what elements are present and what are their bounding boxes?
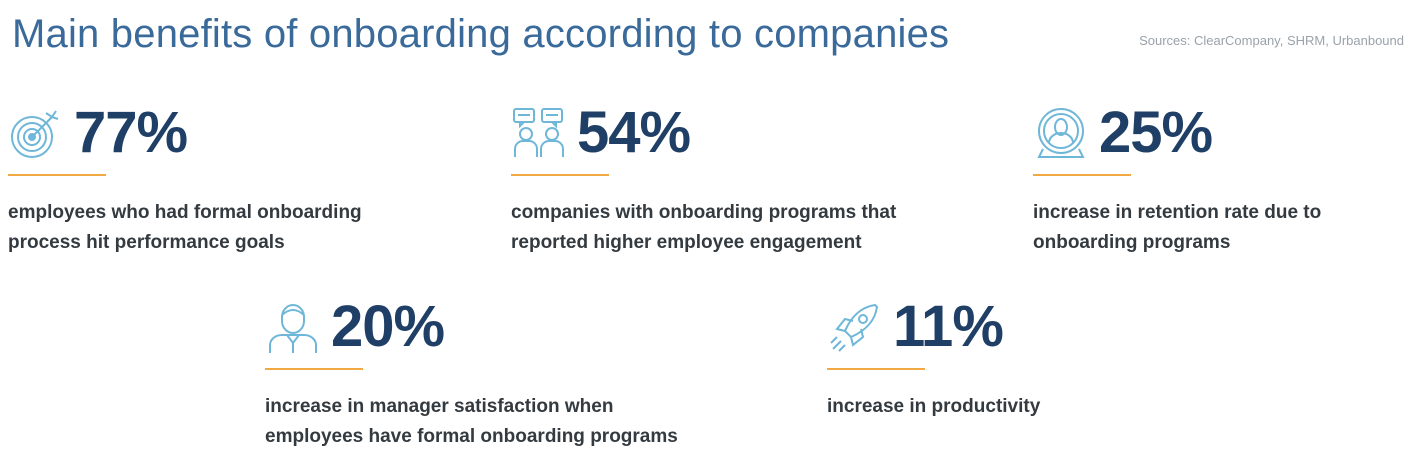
stat-description-line: increase in productivity [827,396,1041,417]
rocket-icon [827,299,883,355]
stat-value: 20% [331,294,445,359]
stat-description: employees who had formal onboarding proc… [8,198,448,258]
stat-header: 54% [511,100,951,166]
stat-card-manager-satisfaction: 20% increase in manager satisfaction whe… [265,294,705,452]
stat-description: increase in productivity [827,392,1267,422]
stat-description-line: employees have formal onboarding program… [265,426,678,447]
stat-description-line: process hit performance goals [8,232,285,253]
accent-rule [265,368,363,370]
stat-description: increase in manager satisfaction when em… [265,392,705,452]
stat-description-line: companies with onboarding programs that [511,202,897,223]
page-title: Main benefits of onboarding according to… [12,12,950,56]
stat-header: 11% [827,294,1267,360]
accent-rule [827,368,925,370]
accent-rule [8,174,106,176]
stat-header: 77% [8,100,448,166]
stat-value: 11% [893,294,1004,359]
stat-description: increase in retention rate due to onboar… [1033,198,1418,258]
stat-description-line: reported higher employee engagement [511,232,862,253]
stat-header: 20% [265,294,705,360]
stat-value: 54% [577,100,691,165]
stat-description-line: increase in retention rate due to [1033,202,1322,223]
stat-description-line: employees who had formal onboarding [8,202,362,223]
stat-card-engagement: 54% companies with onboarding programs t… [511,100,951,258]
stat-value: 25% [1099,100,1213,165]
accent-rule [511,174,609,176]
sources-note: Sources: ClearCompany, SHRM, Urbanbound [1139,33,1404,48]
stat-description-line: increase in manager satisfaction when [265,396,614,417]
stat-header: 25% [1033,100,1418,166]
stat-description-line: onboarding programs [1033,232,1231,253]
stat-card-performance: 77% employees who had formal onboarding … [8,100,448,258]
target-icon [8,105,64,161]
employee-badge-icon [1033,105,1089,161]
stat-value: 77% [74,100,188,165]
accent-rule [1033,174,1131,176]
team-chat-icon [511,105,567,161]
stat-description: companies with onboarding programs that … [511,198,951,258]
manager-icon [265,299,321,355]
stat-card-productivity: 11% increase in productivity [827,294,1267,422]
stat-card-retention: 25% increase in retention rate due to on… [1033,100,1418,258]
